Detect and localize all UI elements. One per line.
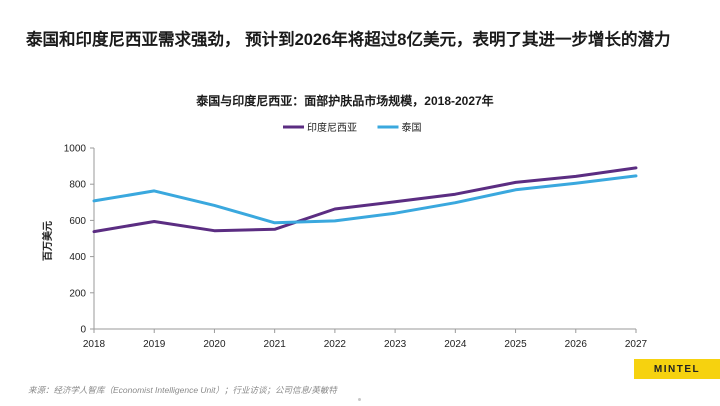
mintel-logo: MINTEL	[634, 359, 720, 379]
headline: 泰国和印度尼西亚需求强劲， 预计到2026年将超过8亿美元，表明了其进一步增长的…	[26, 31, 671, 49]
series-line	[92, 174, 638, 225]
legend: 印度尼西亚 泰国	[283, 121, 422, 134]
brand-name: MINTEL	[653, 363, 701, 375]
x-tick-label: 2020	[203, 339, 226, 350]
y-axis-label: 百万美元	[41, 221, 54, 261]
x-tick-label: 2023	[384, 339, 407, 350]
x-tick-label: 2026	[565, 339, 588, 350]
y-tick-label: 600	[69, 216, 86, 227]
axes: 0 200 400 600 800 1000 2018 2019 2020 2021 2022 202…	[64, 144, 648, 351]
y-tick-label: 800	[69, 180, 86, 191]
x-tick-label: 2022	[324, 339, 347, 350]
series-lines	[92, 166, 638, 234]
page-indicator	[358, 398, 361, 401]
chart-title: 泰国与印度尼西亚：面部护肤品市场规模，2018-2027年	[195, 93, 493, 108]
y-tick-label: 1000	[64, 144, 87, 155]
source-note: 来源：经济学人智库（Economist Intelligence Unit）；行…	[28, 385, 337, 395]
x-tick-label: 2021	[264, 339, 287, 350]
x-tick-label: 2018	[83, 339, 106, 350]
y-tick-label: 0	[80, 325, 86, 336]
x-tick-label: 2024	[444, 339, 467, 350]
x-tick-label: 2027	[625, 339, 648, 350]
series-line	[92, 166, 638, 234]
legend-label: 泰国	[402, 121, 422, 134]
x-tick-label: 2025	[504, 339, 527, 350]
x-tick-label: 2019	[143, 339, 166, 350]
legend-label: 印度尼西亚	[307, 121, 357, 134]
y-tick-label: 400	[69, 252, 86, 263]
y-tick-label: 200	[69, 288, 86, 299]
